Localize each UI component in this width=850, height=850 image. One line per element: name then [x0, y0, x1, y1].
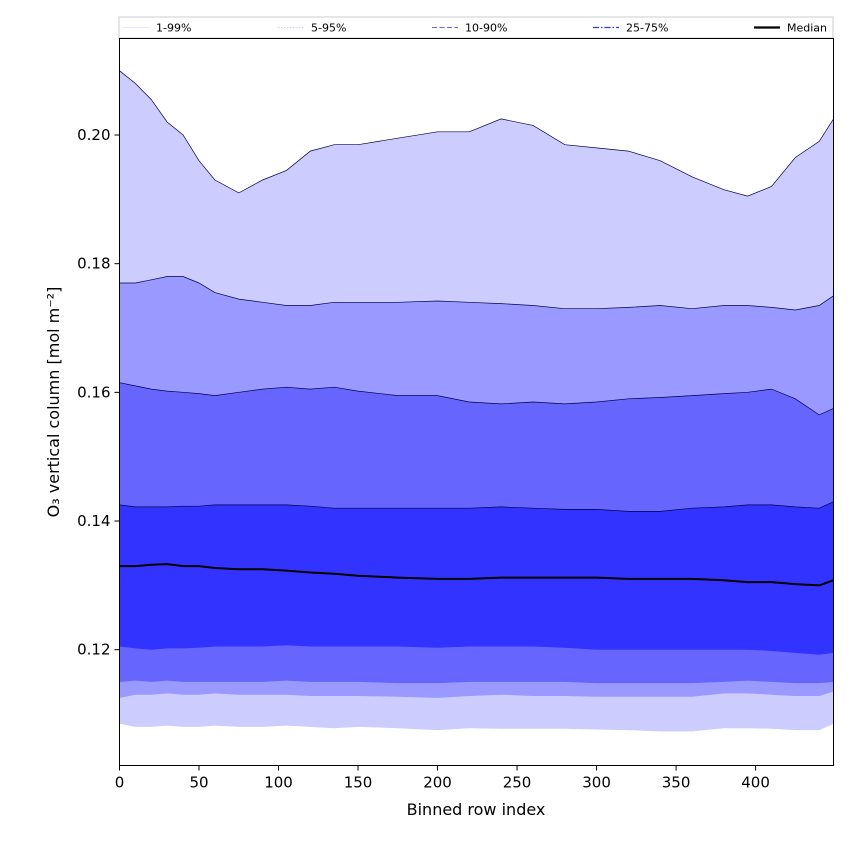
legend: 1-99% 5-95% 10-90% 25-75% Median [118, 16, 834, 39]
x-axis-label: Binned row index [407, 800, 546, 819]
y-tick-label: 0.14 [77, 512, 110, 530]
y-axis: 0.12 0.14 0.16 0.18 0.20 [77, 126, 120, 659]
y-axis-label: O₃ vertical column [mol m⁻²] [44, 287, 63, 518]
band-edge-1-99pct [119, 70, 834, 197]
median-layer [119, 563, 834, 587]
legend-label-10-90pct: 10-90% [465, 22, 507, 35]
y-tick-label: 0.16 [77, 383, 110, 401]
legend-label-median: Median [787, 22, 827, 35]
x-tick-label: 400 [741, 774, 770, 792]
y-tick-label: 0.20 [77, 126, 110, 144]
legend-label-25-75pct: 25-75% [626, 22, 668, 35]
x-tick-label: 250 [503, 774, 532, 792]
median-line [119, 563, 834, 587]
x-tick-label: 350 [662, 774, 691, 792]
plot-frame [119, 38, 834, 766]
legend-label-5-95pct: 5-95% [311, 22, 346, 35]
band-edge-5-95pct [119, 276, 834, 311]
band-edge-10-90pct [119, 382, 834, 416]
x-tick-label: 50 [189, 774, 208, 792]
x-tick-label: 0 [115, 774, 125, 792]
band-edge-25-75pct [119, 501, 834, 512]
x-tick-label: 200 [423, 774, 452, 792]
x-tick-label: 150 [344, 774, 373, 792]
x-tick-label: 300 [582, 774, 611, 792]
y-tick-label: 0.18 [77, 255, 110, 273]
y-tick-label: 0.12 [77, 641, 110, 659]
x-tick-label: 100 [264, 774, 293, 792]
x-axis: 0 50 100 150 200 250 300 350 400 [115, 765, 770, 792]
legend-label-1-99pct: 1-99% [156, 22, 191, 35]
bands-layer [119, 70, 834, 732]
